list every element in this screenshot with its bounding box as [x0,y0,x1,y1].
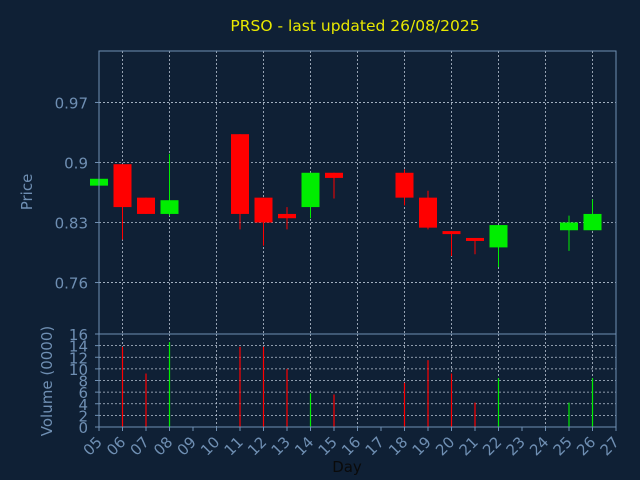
day-xtick-label: 08 [150,433,176,459]
day-xtick-label: 06 [103,433,129,459]
day-xtick-label: 27 [597,433,623,459]
day-xtick-label: 21 [456,433,482,459]
day-xtick-label: 11 [221,433,247,459]
candle-body [231,134,249,214]
candle-body [137,197,155,214]
candle-body [301,172,320,208]
day-xtick-label: 20 [432,433,458,459]
candle-body [560,222,578,231]
volume-ytick-label: 16 [69,326,88,344]
candle-body [442,231,461,235]
day-xtick-label: 23 [503,433,529,459]
volume-ytick-label: 6 [78,384,88,402]
volume-axis-label: Volume (0000) [38,326,56,436]
day-xtick-label: 14 [291,433,317,459]
day-xtick-label: 10 [197,433,223,459]
volume-ytick-label: 0 [78,419,88,437]
day-xtick-label: 13 [268,433,294,459]
candle-body [395,172,414,198]
price-panel [90,134,602,268]
grid-layer [99,51,616,428]
candle-body [160,200,179,214]
price-ytick-label: 0.83 [55,215,88,233]
day-xtick-label: 05 [80,433,106,459]
price-ytick-label: 0.97 [55,94,88,112]
candle-body [489,225,508,248]
axes-layer: 0.760.830.90.970246810121416050607080910… [55,50,623,459]
day-xtick-label: 09 [174,433,200,459]
day-xtick-label: 07 [127,433,153,459]
day-xtick-label: 24 [526,433,552,459]
volume-ytick-label: 10 [69,361,88,379]
day-xtick-label: 16 [338,433,364,459]
candle-body [466,237,484,241]
candle-body [325,172,343,178]
volume-panel [121,342,594,427]
day-xtick-label: 22 [479,433,505,459]
day-xtick-label: 26 [573,433,599,459]
candle-body [583,213,602,231]
price-axis-label: Price [18,174,36,211]
candle-body [419,197,437,228]
volume-ytick-label: 2 [78,407,88,425]
day-axis-label: Day [332,458,362,476]
candle-body [254,197,273,223]
volume-ytick-label: 12 [69,349,88,367]
candle-body [278,213,296,219]
day-xtick-label: 15 [315,433,341,459]
day-xtick-label: 19 [409,433,435,459]
day-xtick-label: 18 [385,433,411,459]
candle-body [113,164,132,208]
chart-title: PRSO - last updated 26/08/2025 [230,17,479,35]
day-xtick-label: 17 [362,433,388,459]
day-xtick-label: 25 [550,433,576,459]
volume-ytick-label: 4 [78,396,88,414]
price-ytick-label: 0.9 [64,154,88,172]
day-xtick-label: 12 [244,433,270,459]
volume-ytick-label: 14 [69,338,88,356]
volume-ytick-label: 8 [78,373,88,391]
price-ytick-label: 0.76 [55,275,88,293]
